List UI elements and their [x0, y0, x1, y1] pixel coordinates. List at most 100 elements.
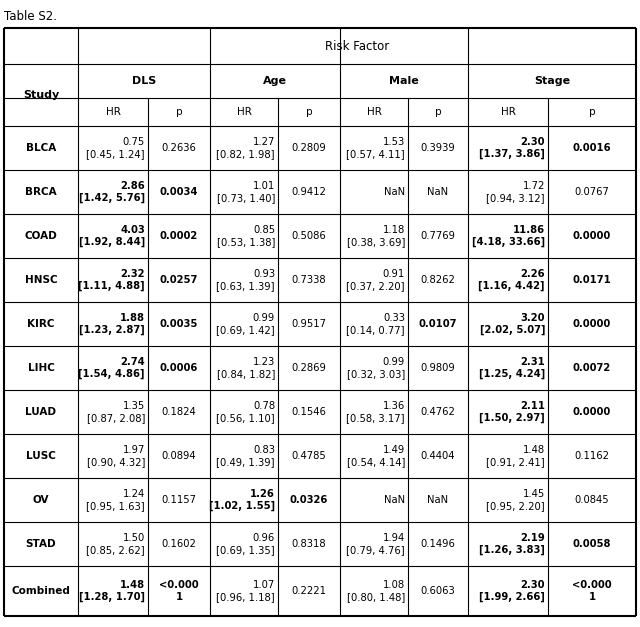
Text: 1.36
[0.58, 3.17]: 1.36 [0.58, 3.17] — [346, 401, 405, 423]
Text: STAD: STAD — [26, 539, 56, 549]
Text: 0.0006: 0.0006 — [160, 363, 198, 373]
Text: BRCA: BRCA — [25, 187, 57, 197]
Text: HNSC: HNSC — [25, 275, 58, 285]
Text: NaN: NaN — [384, 187, 405, 197]
Text: 0.0171: 0.0171 — [573, 275, 611, 285]
Text: OV: OV — [33, 495, 49, 505]
Text: 0.0000: 0.0000 — [573, 231, 611, 241]
Text: Table S2.: Table S2. — [4, 10, 57, 23]
Text: 0.2809: 0.2809 — [292, 143, 326, 153]
Text: Risk Factor: Risk Factor — [325, 40, 389, 53]
Text: 0.6063: 0.6063 — [420, 586, 456, 596]
Text: 0.85
[0.53, 1.38]: 0.85 [0.53, 1.38] — [216, 225, 275, 247]
Text: NaN: NaN — [428, 495, 449, 505]
Text: 0.1162: 0.1162 — [575, 451, 609, 461]
Text: 0.2636: 0.2636 — [161, 143, 196, 153]
Text: 1.72
[0.94, 3.12]: 1.72 [0.94, 3.12] — [486, 181, 545, 203]
Text: 1.48
[1.28, 1.70]: 1.48 [1.28, 1.70] — [79, 580, 145, 603]
Text: 0.5086: 0.5086 — [292, 231, 326, 241]
Text: 0.1496: 0.1496 — [420, 539, 456, 549]
Text: 0.0894: 0.0894 — [162, 451, 196, 461]
Text: 0.83
[0.49, 1.39]: 0.83 [0.49, 1.39] — [216, 445, 275, 467]
Text: Age: Age — [263, 76, 287, 86]
Text: 0.1157: 0.1157 — [161, 495, 196, 505]
Text: 0.0257: 0.0257 — [160, 275, 198, 285]
Text: Male: Male — [389, 76, 419, 86]
Text: 0.9809: 0.9809 — [420, 363, 456, 373]
Text: 2.30
[1.99, 2.66]: 2.30 [1.99, 2.66] — [479, 580, 545, 603]
Text: <0.000
1: <0.000 1 — [572, 580, 612, 602]
Text: 1.08
[0.80, 1.48]: 1.08 [0.80, 1.48] — [347, 580, 405, 602]
Text: 2.30
[1.37, 3.86]: 2.30 [1.37, 3.86] — [479, 137, 545, 159]
Text: 0.78
[0.56, 1.10]: 0.78 [0.56, 1.10] — [216, 401, 275, 423]
Text: 0.0035: 0.0035 — [160, 319, 198, 329]
Text: 0.0016: 0.0016 — [573, 143, 611, 153]
Text: 0.1602: 0.1602 — [161, 539, 196, 549]
Text: 2.26
[1.16, 4.42]: 2.26 [1.16, 4.42] — [479, 268, 545, 292]
Text: 0.3939: 0.3939 — [420, 143, 456, 153]
Text: 1.24
[0.95, 1.63]: 1.24 [0.95, 1.63] — [86, 489, 145, 511]
Text: 1.53
[0.57, 4.11]: 1.53 [0.57, 4.11] — [346, 137, 405, 159]
Text: 1.23
[0.84, 1.82]: 1.23 [0.84, 1.82] — [216, 357, 275, 379]
Text: 1.35
[0.87, 2.08]: 1.35 [0.87, 2.08] — [86, 401, 145, 423]
Text: 0.0000: 0.0000 — [573, 319, 611, 329]
Text: 0.99
[0.32, 3.03]: 0.99 [0.32, 3.03] — [347, 357, 405, 379]
Text: 3.20
[2.02, 5.07]: 3.20 [2.02, 5.07] — [479, 313, 545, 335]
Text: NaN: NaN — [384, 495, 405, 505]
Text: 0.4404: 0.4404 — [420, 451, 455, 461]
Text: 0.8262: 0.8262 — [420, 275, 456, 285]
Text: p: p — [435, 107, 442, 117]
Text: 0.7338: 0.7338 — [292, 275, 326, 285]
Text: 1.07
[0.96, 1.18]: 1.07 [0.96, 1.18] — [216, 580, 275, 602]
Text: LUAD: LUAD — [26, 407, 56, 417]
Text: 2.32
[1.11, 4.88]: 2.32 [1.11, 4.88] — [78, 268, 145, 292]
Text: 1.50
[0.85, 2.62]: 1.50 [0.85, 2.62] — [86, 533, 145, 555]
Text: 0.1546: 0.1546 — [292, 407, 326, 417]
Text: LUSC: LUSC — [26, 451, 56, 461]
Text: DLS: DLS — [132, 76, 156, 86]
Text: 0.4762: 0.4762 — [420, 407, 456, 417]
Text: Study: Study — [23, 90, 59, 100]
Text: BLCA: BLCA — [26, 143, 56, 153]
Text: 0.0034: 0.0034 — [160, 187, 198, 197]
Text: 2.19
[1.26, 3.83]: 2.19 [1.26, 3.83] — [479, 533, 545, 556]
Text: 0.8318: 0.8318 — [292, 539, 326, 549]
Text: 0.33
[0.14, 0.77]: 0.33 [0.14, 0.77] — [346, 313, 405, 335]
Text: 0.1824: 0.1824 — [162, 407, 196, 417]
Text: COAD: COAD — [24, 231, 58, 241]
Text: 0.0002: 0.0002 — [160, 231, 198, 241]
Text: 0.9412: 0.9412 — [292, 187, 326, 197]
Text: 1.94
[0.79, 4.76]: 1.94 [0.79, 4.76] — [346, 533, 405, 555]
Text: 0.0845: 0.0845 — [575, 495, 609, 505]
Text: 1.18
[0.38, 3.69]: 1.18 [0.38, 3.69] — [347, 225, 405, 247]
Text: 4.03
[1.92, 8.44]: 4.03 [1.92, 8.44] — [79, 224, 145, 247]
Text: 1.27
[0.82, 1.98]: 1.27 [0.82, 1.98] — [216, 137, 275, 159]
Text: 2.74
[1.54, 4.86]: 2.74 [1.54, 4.86] — [79, 357, 145, 379]
Text: LIHC: LIHC — [28, 363, 54, 373]
Text: p: p — [589, 107, 595, 117]
Text: 1.45
[0.95, 2.20]: 1.45 [0.95, 2.20] — [486, 489, 545, 511]
Text: <0.000
1: <0.000 1 — [159, 580, 199, 602]
Text: Stage: Stage — [534, 76, 570, 86]
Text: 2.11
[1.50, 2.97]: 2.11 [1.50, 2.97] — [479, 401, 545, 423]
Text: KIRC: KIRC — [28, 319, 55, 329]
Text: HR: HR — [367, 107, 381, 117]
Text: 11.86
[4.18, 33.66]: 11.86 [4.18, 33.66] — [472, 224, 545, 247]
Text: 0.4785: 0.4785 — [292, 451, 326, 461]
Text: 1.88
[1.23, 2.87]: 1.88 [1.23, 2.87] — [79, 313, 145, 335]
Text: 1.48
[0.91, 2.41]: 1.48 [0.91, 2.41] — [486, 445, 545, 467]
Text: p: p — [306, 107, 312, 117]
Text: Combined: Combined — [12, 586, 70, 596]
Text: 0.99
[0.69, 1.42]: 0.99 [0.69, 1.42] — [216, 313, 275, 335]
Text: HR: HR — [500, 107, 515, 117]
Text: 0.2869: 0.2869 — [292, 363, 326, 373]
Text: 1.97
[0.90, 4.32]: 1.97 [0.90, 4.32] — [86, 445, 145, 467]
Text: 2.86
[1.42, 5.76]: 2.86 [1.42, 5.76] — [79, 181, 145, 203]
Text: HR: HR — [237, 107, 252, 117]
Text: HR: HR — [106, 107, 120, 117]
Text: 1.01
[0.73, 1.40]: 1.01 [0.73, 1.40] — [216, 181, 275, 203]
Text: 1.49
[0.54, 4.14]: 1.49 [0.54, 4.14] — [347, 445, 405, 467]
Text: 0.0072: 0.0072 — [573, 363, 611, 373]
Text: 0.0000: 0.0000 — [573, 407, 611, 417]
Text: 0.96
[0.69, 1.35]: 0.96 [0.69, 1.35] — [216, 533, 275, 555]
